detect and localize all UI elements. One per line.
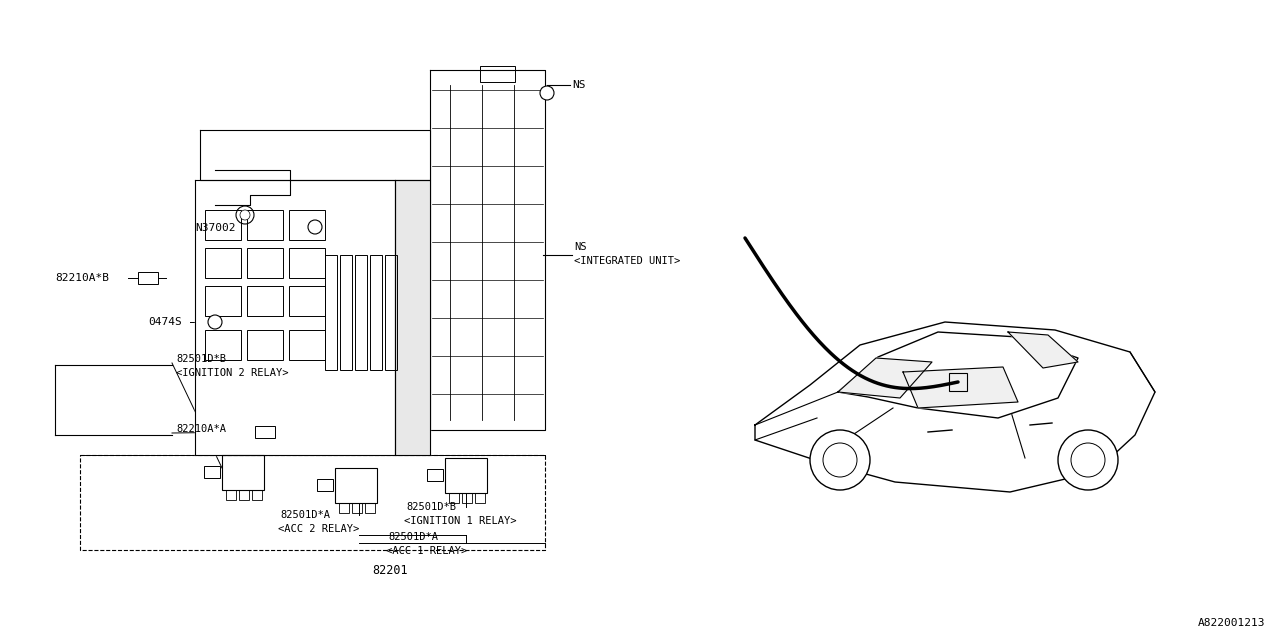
- Text: <IGNITION 1 RELAY>: <IGNITION 1 RELAY>: [404, 516, 517, 526]
- Polygon shape: [838, 332, 1078, 418]
- Bar: [247, 286, 283, 316]
- Circle shape: [236, 206, 253, 224]
- Bar: [204, 466, 220, 478]
- Text: 82201: 82201: [372, 563, 408, 577]
- Bar: [480, 66, 515, 82]
- Bar: [948, 373, 966, 391]
- Bar: [247, 330, 283, 360]
- Polygon shape: [838, 358, 932, 398]
- Circle shape: [1059, 430, 1117, 490]
- Text: <ACC 1 RELAY>: <ACC 1 RELAY>: [387, 546, 467, 556]
- Bar: [227, 490, 236, 500]
- Text: A822001213: A822001213: [1198, 618, 1265, 628]
- Circle shape: [308, 220, 323, 234]
- Bar: [317, 479, 333, 491]
- Text: 82501D*A: 82501D*A: [388, 532, 438, 542]
- Circle shape: [810, 430, 870, 490]
- Bar: [289, 286, 325, 316]
- Bar: [252, 490, 262, 500]
- Bar: [289, 210, 325, 240]
- Text: NS: NS: [573, 242, 586, 252]
- Circle shape: [241, 210, 250, 220]
- Polygon shape: [195, 180, 396, 455]
- Bar: [355, 255, 367, 370]
- Bar: [221, 455, 264, 490]
- Bar: [335, 468, 378, 503]
- Bar: [205, 330, 241, 360]
- Polygon shape: [430, 70, 545, 430]
- Bar: [205, 286, 241, 316]
- Bar: [352, 503, 362, 513]
- Bar: [289, 248, 325, 278]
- Polygon shape: [902, 367, 1018, 408]
- Text: 82210A*B: 82210A*B: [55, 273, 109, 283]
- Text: <IGNITION 2 RELAY>: <IGNITION 2 RELAY>: [177, 368, 288, 378]
- Text: 82210A*A: 82210A*A: [177, 424, 227, 434]
- Bar: [205, 210, 241, 240]
- Bar: [475, 493, 485, 503]
- Circle shape: [1071, 443, 1105, 477]
- Text: 82501D*A: 82501D*A: [280, 510, 330, 520]
- Bar: [255, 426, 275, 438]
- Bar: [289, 330, 325, 360]
- Bar: [247, 210, 283, 240]
- Text: 82501D*B: 82501D*B: [406, 502, 456, 512]
- Bar: [428, 469, 443, 481]
- Text: 0474S: 0474S: [148, 317, 182, 327]
- Bar: [239, 490, 250, 500]
- Bar: [365, 503, 375, 513]
- Bar: [325, 255, 337, 370]
- Text: 82501D*B: 82501D*B: [177, 354, 227, 364]
- Bar: [385, 255, 397, 370]
- Bar: [462, 493, 472, 503]
- Bar: [449, 493, 460, 503]
- Polygon shape: [396, 180, 430, 455]
- Circle shape: [540, 86, 554, 100]
- Circle shape: [209, 315, 221, 329]
- Bar: [370, 255, 381, 370]
- Polygon shape: [200, 130, 430, 180]
- Text: N37002: N37002: [195, 223, 236, 233]
- Bar: [339, 503, 349, 513]
- Bar: [247, 248, 283, 278]
- Text: NS: NS: [572, 80, 585, 90]
- Text: <ACC 2 RELAY>: <ACC 2 RELAY>: [278, 524, 360, 534]
- Text: <INTEGRATED UNIT>: <INTEGRATED UNIT>: [573, 256, 680, 266]
- Polygon shape: [755, 322, 1155, 492]
- Bar: [138, 272, 157, 284]
- Bar: [205, 248, 241, 278]
- Polygon shape: [1009, 332, 1078, 368]
- Bar: [340, 255, 352, 370]
- Bar: [445, 458, 486, 493]
- Circle shape: [823, 443, 858, 477]
